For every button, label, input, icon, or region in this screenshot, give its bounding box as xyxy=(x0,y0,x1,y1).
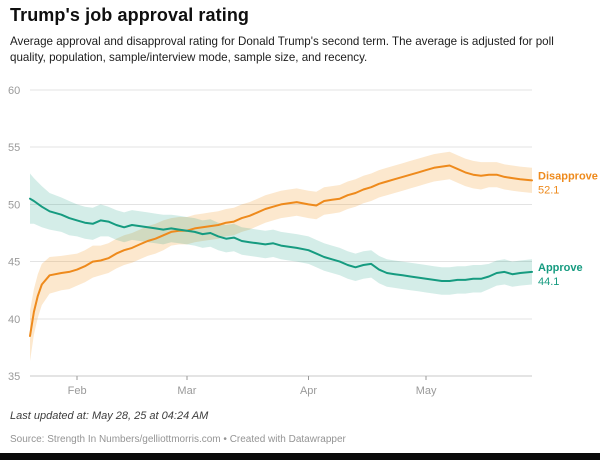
last-updated-note: Last updated at: May 28, 25 at 04:24 AM xyxy=(10,410,209,422)
line-approve xyxy=(29,197,533,282)
y-tick-label: 50 xyxy=(8,199,20,211)
line-disapprove xyxy=(29,164,533,337)
y-tick-label: 60 xyxy=(8,85,20,97)
bottom-bar xyxy=(0,453,600,460)
x-tick-label: Apr xyxy=(300,385,317,397)
x-tick-label: May xyxy=(416,385,437,397)
band-disapprove xyxy=(30,151,532,362)
series-label-disapprove: Disapprove xyxy=(538,170,598,182)
y-tick-label: 45 xyxy=(8,257,20,269)
source-line: Source: Strength In Numbers/gelliottmorr… xyxy=(10,434,346,445)
band-approve xyxy=(30,173,532,295)
y-tick-label: 40 xyxy=(8,314,20,326)
y-tick-label: 55 xyxy=(8,142,20,154)
series-value-disapprove: 52.1 xyxy=(538,184,559,196)
x-tick-label: Feb xyxy=(68,385,87,397)
chart-area: 35 40 45 50 55 60 Feb Mar Apr May Disapprove 52.1 Ap… xyxy=(0,76,600,406)
chart-subtitle: Average approval and disapproval rating … xyxy=(10,35,554,65)
chart-svg: 35 40 45 50 55 60 Feb Mar Apr May Disapprove 52.1 Ap… xyxy=(8,85,598,397)
series-value-approve: 44.1 xyxy=(538,276,559,288)
chart-title: Trump's job approval rating xyxy=(10,5,250,25)
x-tick-label: Mar xyxy=(177,385,196,397)
series-label-approve: Approve xyxy=(538,262,583,274)
y-tick-label: 35 xyxy=(8,371,20,383)
